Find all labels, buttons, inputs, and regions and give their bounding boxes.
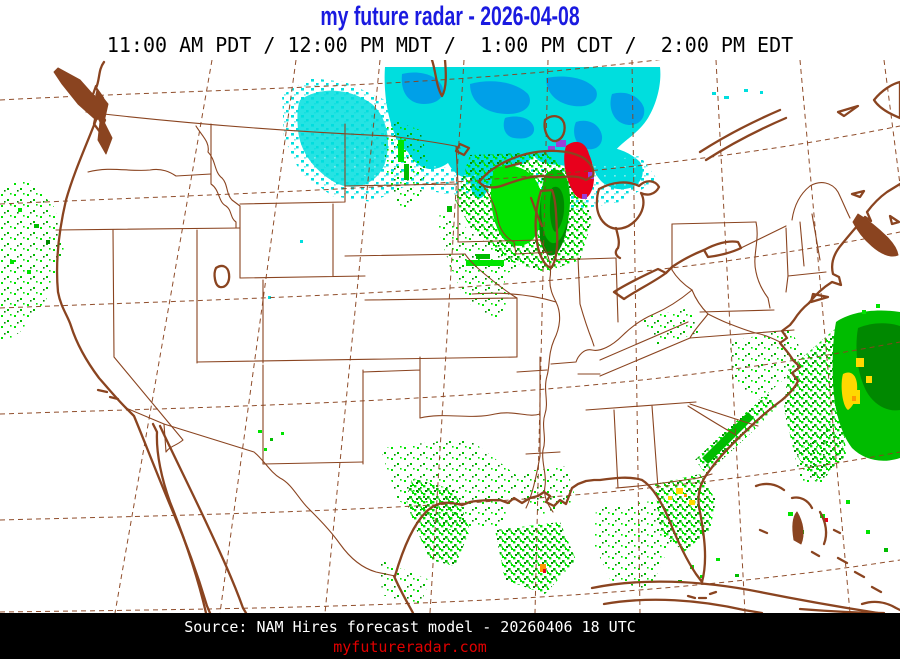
- header: my future radar - 2026-04-08 11:00 AM PD…: [0, 0, 900, 57]
- radar-overlay: [0, 67, 900, 605]
- radar-snow-band: [268, 67, 763, 299]
- radar-map-svg: [0, 60, 900, 613]
- footer-bar: Source: NAM Hires forecast model - 20260…: [0, 613, 900, 659]
- coastlines-and-lakes: [53, 60, 900, 613]
- page-title: my future radar - 2026-04-08: [320, 1, 580, 31]
- radar-pacific-rain: [0, 178, 64, 346]
- radar-map: [0, 60, 900, 613]
- source-text: Source: NAM Hires forecast model - 20260…: [184, 618, 636, 636]
- radar-gulf-rain: [380, 438, 672, 605]
- radar-atlantic-storm: [784, 304, 900, 486]
- valid-times-text: 11:00 AM PDT / 12:00 PM MDT / 1:00 PM CD…: [106, 33, 794, 57]
- radar-southwest-specks: [258, 430, 284, 451]
- website-link[interactable]: myfutureradar.com: [333, 638, 487, 656]
- state-borders: [55, 111, 851, 577]
